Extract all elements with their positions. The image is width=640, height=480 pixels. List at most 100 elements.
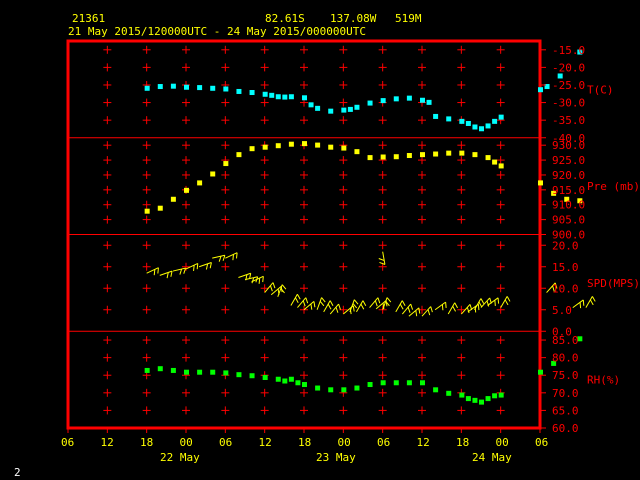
data-point [249,373,255,379]
wind-barb [323,300,334,313]
data-point [288,94,294,100]
y-tick-label: 65.0 [552,404,579,417]
data-point [367,100,373,106]
wind-barb [238,272,252,281]
data-point [459,392,465,398]
wind-barb [303,301,316,311]
x-tick-label: 12 [417,436,430,449]
panel-label: Pre (mb) [587,180,640,193]
data-point [275,143,281,149]
data-point [577,198,583,204]
data-point [302,95,307,101]
y-tick-label: -40.0 [552,132,585,145]
data-point [577,336,583,342]
data-point [157,205,163,211]
data-point [459,118,465,124]
wind-barb [487,297,500,307]
data-point [498,392,504,398]
data-point [406,380,412,386]
wind-barb [225,252,238,261]
y-tick-label: 20.0 [552,239,579,252]
data-point [197,369,203,375]
data-point [341,107,347,113]
y-tick-label: 60.0 [552,422,579,435]
y-tick-label: 905.0 [552,214,585,227]
station-longitude: 137.08W [330,12,377,25]
x-tick-label: 06 [219,436,232,449]
y-tick-label: -30.0 [552,97,585,110]
wind-barb [395,300,406,313]
data-point [347,106,353,112]
data-point [485,155,491,161]
y-tick-label: 0.0 [552,325,572,338]
data-point [262,374,268,380]
data-point [288,141,294,147]
data-point [184,187,189,193]
data-point [341,145,347,151]
y-tick-label: -15.0 [552,44,585,57]
data-point [144,208,150,214]
data-point [577,49,583,55]
data-point [433,151,439,157]
date-label: 24 May [472,451,512,464]
page-number: 2 [14,466,21,479]
wind-barb [290,293,301,306]
data-point [380,380,386,386]
wind-barb [251,275,264,284]
data-point [236,88,242,94]
data-point [367,155,373,161]
data-point [485,123,491,129]
data-point [236,372,242,378]
data-point [302,141,307,147]
wind-barb [146,267,159,276]
station-latitude: 82.61S [265,12,305,25]
data-point [210,369,216,375]
axis-labels: -15.0 -20.0 -25.0 -30.0 -35.0 -40.0 T(C) 930.0 9… [61,44,640,464]
data-point [406,95,412,101]
data-point [144,85,150,91]
y-tick-label: -20.0 [552,61,585,74]
time-range: 21 May 2015/120000UTC - 24 May 2015/0000… [68,25,366,38]
y-tick-label: 70.0 [552,387,579,400]
data-point [210,85,216,91]
wind-barb [297,297,309,308]
data-point [459,150,465,156]
wind-barb [356,300,367,313]
data-point [295,380,301,386]
data-point [551,360,557,366]
data-point [420,380,425,386]
data-point [472,152,478,158]
data-point [446,116,452,122]
x-tick-label: 06 [535,436,548,449]
data-point [315,142,321,148]
data-point [433,387,439,393]
data-point [498,114,504,120]
data-point [302,382,307,388]
data-point [393,380,399,386]
wind-barb [172,267,187,275]
data-point [184,369,189,375]
wind-barb [329,303,341,315]
data-point [282,378,288,384]
data-point [551,190,557,196]
data-point [557,73,563,79]
x-tick-label: 00 [338,436,351,449]
panel-label: SPD(MPS) [587,277,640,290]
data-point [538,369,543,375]
wind-barb [467,303,480,313]
wind-barb [382,297,392,310]
station-id: 21361 [72,12,105,25]
data-point [236,152,242,158]
data-point [472,124,478,130]
data-point [380,98,386,104]
wind-barb [378,251,386,265]
x-tick-label: 00 [496,436,509,449]
data-point [275,94,281,100]
wind-barb [434,301,447,311]
data-point [328,108,334,114]
wind-barb [349,299,359,313]
data-point [275,376,281,382]
data-point [564,196,570,202]
wind-barb [572,299,585,309]
wind-barb [369,297,381,308]
